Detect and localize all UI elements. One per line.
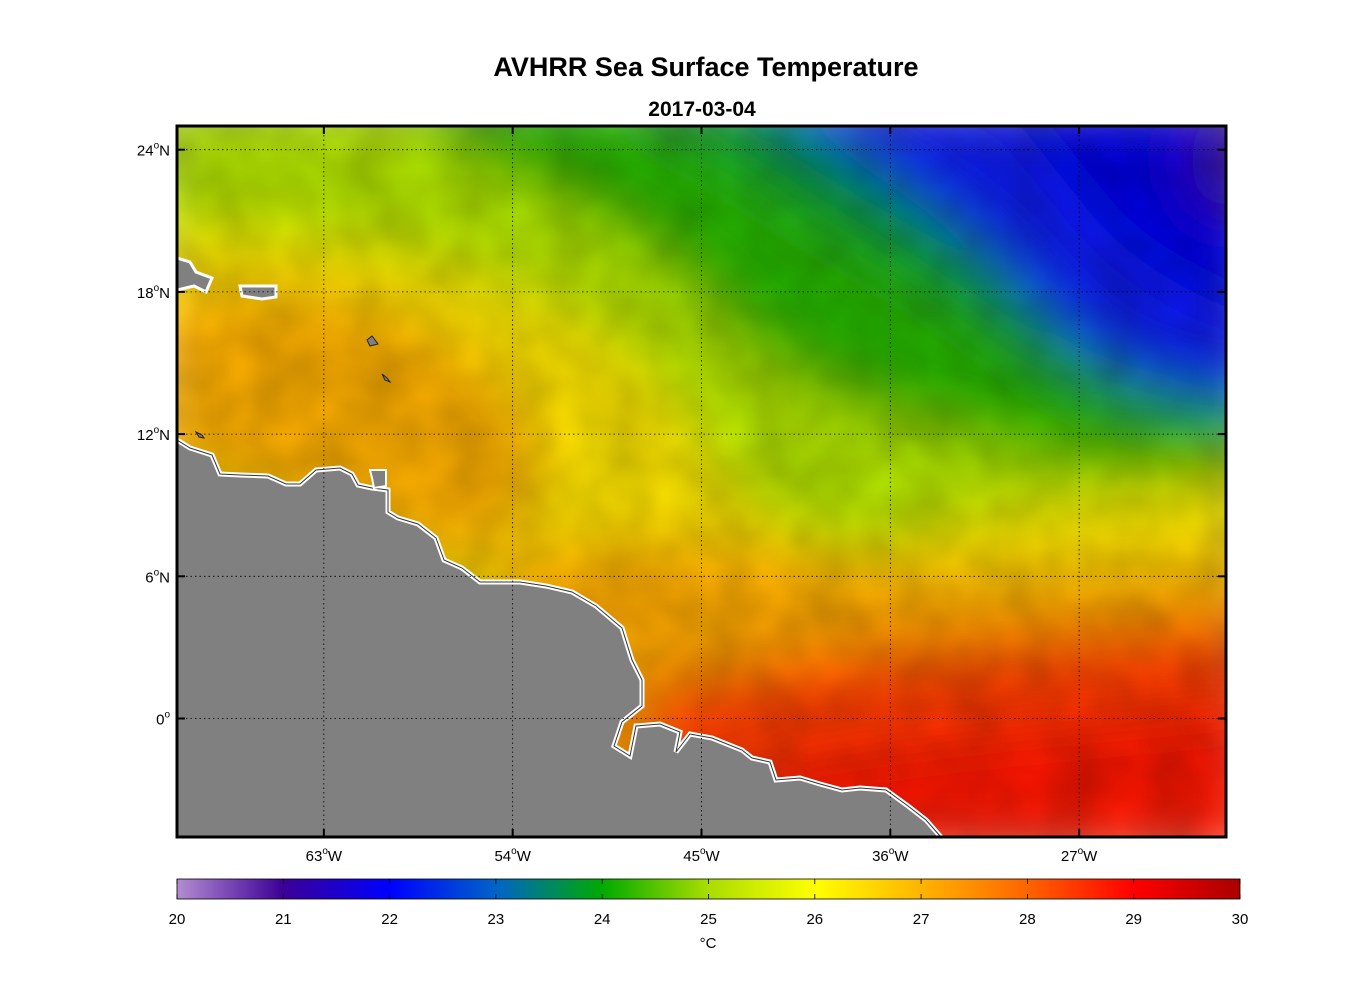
degree-symbol: o	[1078, 846, 1084, 857]
lon-label-value: 27	[1061, 848, 1078, 865]
lat-label-hemisphere: N	[159, 143, 170, 160]
lon-label-hemisphere: W	[517, 848, 532, 865]
colorbar-tick-label: 29	[1125, 911, 1142, 928]
lat-label-value: 24	[137, 143, 154, 160]
colorbar-unit: °C	[700, 935, 717, 952]
lon-label-value: 45	[683, 848, 700, 865]
lon-label: 54oW	[494, 846, 531, 865]
colorbar-tick-label: 26	[806, 911, 823, 928]
colorbar-tick-label: 24	[594, 911, 611, 928]
map-frame	[175, 124, 1228, 839]
lat-label: 18oN	[137, 283, 170, 302]
lon-label-hemisphere: W	[1083, 848, 1098, 865]
lon-label-value: 54	[494, 848, 511, 865]
lon-label: 27oW	[1061, 846, 1098, 865]
colorbar-tick-label: 27	[913, 911, 930, 928]
lon-label: 63oW	[306, 846, 343, 865]
lat-label-hemisphere: N	[159, 285, 170, 302]
degree-symbol: o	[700, 846, 706, 857]
lat-label-value: 6	[145, 569, 153, 586]
colorbar-tick-label: 22	[381, 911, 398, 928]
colorbar-ticks: 20 21 22 23 24 25 26 27 28 29 30	[169, 879, 1249, 928]
lon-label-hemisphere: W	[328, 848, 343, 865]
degree-symbol: o	[154, 283, 160, 294]
colorbar-tick-label: 25	[700, 911, 717, 928]
colorbar-tick-label: 30	[1232, 911, 1249, 928]
lat-label-value: 18	[137, 285, 154, 302]
land-hispaniola-edge	[177, 256, 214, 295]
lat-label-value: 12	[137, 427, 154, 444]
degree-symbol: o	[154, 567, 160, 578]
colorbar: 20 21 22 23 24 25 26 27 28 29 30 °C	[169, 878, 1249, 952]
degree-symbol: o	[154, 141, 160, 152]
chart-title: AVHRR Sea Surface Temperature	[493, 52, 918, 82]
degree-symbol: o	[322, 846, 328, 857]
degree-symbol: o	[154, 425, 160, 436]
colorbar-tick-label: 28	[1019, 911, 1036, 928]
lon-label-hemisphere: W	[894, 848, 909, 865]
degree-symbol: o	[164, 710, 170, 721]
land-trinidad	[368, 469, 387, 490]
lon-label: 36oW	[872, 846, 909, 865]
lon-label-value: 36	[872, 848, 889, 865]
colorbar-tick-label: 21	[275, 911, 292, 928]
sst-map	[177, 126, 1226, 837]
degree-symbol: o	[511, 846, 517, 857]
longitude-labels: 63oW 54oW 45oW 36oW 27oW	[306, 846, 1099, 865]
colorbar-tick-label: 20	[169, 911, 186, 928]
land-martinique	[381, 373, 392, 384]
lon-label: 45oW	[683, 846, 720, 865]
lat-label: 6oN	[145, 567, 170, 586]
lat-label-hemisphere: N	[159, 427, 170, 444]
land-guadeloupe	[366, 335, 379, 347]
lat-label-hemisphere: N	[159, 569, 170, 586]
lon-label-hemisphere: W	[706, 848, 721, 865]
lat-label: 24oN	[137, 141, 170, 160]
degree-symbol: o	[889, 846, 895, 857]
lat-label: 12oN	[137, 425, 170, 444]
map-gridlines	[177, 126, 1226, 837]
chart-subtitle: 2017-03-04	[648, 98, 756, 121]
lat-label: 0o	[156, 710, 170, 729]
lat-label-value: 0	[156, 712, 164, 729]
lon-label-value: 63	[306, 848, 323, 865]
land-puerto-rico	[238, 284, 278, 301]
colorbar-tick-label: 23	[488, 911, 505, 928]
